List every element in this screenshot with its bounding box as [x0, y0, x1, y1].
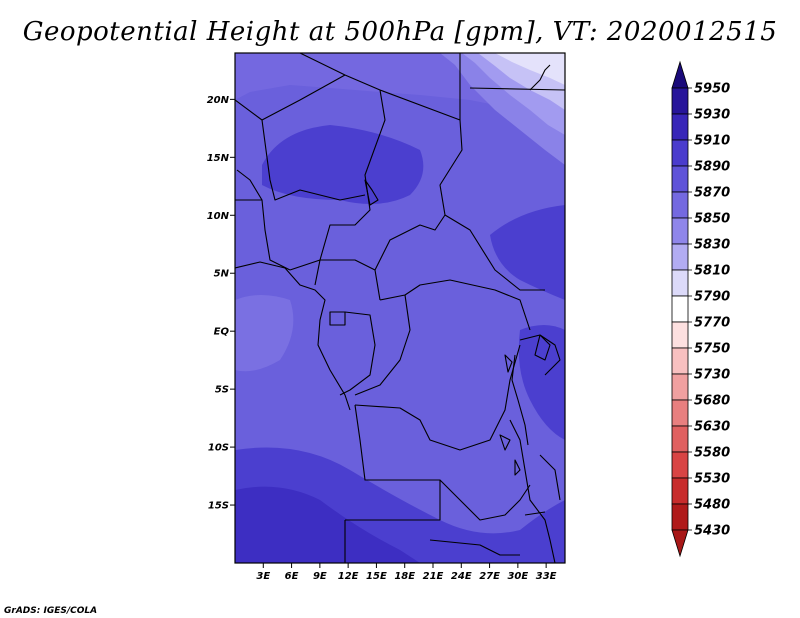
field-contour-5790 [495, 53, 565, 85]
colorbar-label: 5530 [694, 472, 730, 487]
map-panel [235, 53, 565, 563]
colorbar-label: 5790 [694, 290, 730, 305]
colorbar-label: 5930 [694, 108, 730, 123]
colorbar-label: 5750 [694, 342, 730, 357]
map-frame [234, 52, 566, 564]
field-contour-5910-south [235, 486, 420, 563]
colorbar-swatch [671, 347, 689, 375]
lat-tick-label: 15N [207, 153, 230, 164]
colorbar-swatch [671, 217, 689, 245]
field-contour-5870-gulf [235, 295, 294, 372]
colorbar-swatch [671, 269, 689, 297]
colorbar-label: 5680 [694, 394, 730, 409]
colorbar-label: 5870 [694, 186, 730, 201]
colorbar-label: 5810 [694, 264, 730, 279]
colorbar-swatch [671, 373, 689, 401]
field-contour-5890-lakes [518, 325, 565, 440]
country-borders [235, 53, 565, 563]
colorbar-label: 5910 [694, 134, 730, 149]
colorbar-swatch [671, 191, 689, 219]
colorbar-swatch [671, 165, 689, 193]
colorbar-swatch [671, 399, 689, 427]
colorbar-label: 5890 [694, 160, 730, 175]
colorbar-bottom-arrow [671, 529, 689, 558]
lon-tick-label: 9E [313, 571, 327, 582]
lat-tick-label: 10N [207, 211, 230, 222]
colorbar-label: 5830 [694, 238, 730, 253]
colorbar-swatch [671, 113, 689, 141]
colorbar-label: 5430 [694, 524, 730, 539]
lat-axis: 20N 15N 10N 5N EQ 5S 10S 15S [207, 95, 235, 512]
lat-tick-label: 10S [208, 443, 229, 454]
colorbar: 5950 5930 5910 5890 5870 5850 5830 5810 5790 5770… [671, 60, 730, 558]
grads-credit: GrADS: IGES/COLA [4, 606, 97, 616]
colorbar-swatch [671, 87, 689, 115]
lon-tick-label: 3E [256, 571, 270, 582]
lat-tick-label: 15S [208, 501, 229, 512]
colorbar-label: 5580 [694, 446, 730, 461]
colorbar-swatch [671, 321, 689, 349]
colorbar-label: 5770 [694, 316, 730, 331]
lat-tick-label: 5N [214, 269, 230, 280]
colorbar-swatch [671, 477, 689, 505]
lon-tick-label: 15E [366, 571, 387, 582]
lat-tick-label: EQ [214, 327, 230, 338]
lon-tick-label: 30E [507, 571, 528, 582]
colorbar-top-arrow [671, 60, 689, 89]
colorbar-swatch [671, 425, 689, 453]
map-title: Geopotential Height at 500hPa [gpm], VT:… [23, 17, 778, 47]
lon-tick-label: 27E [479, 571, 500, 582]
colorbar-label: 5950 [694, 82, 730, 97]
colorbar-label: 5630 [694, 420, 730, 435]
lon-axis: 3E 6E 9E 12E 15E 18E 21E 24E 27E 30E 33E [256, 563, 557, 582]
colorbar-swatch [671, 451, 689, 479]
lon-tick-label: 12E [338, 571, 359, 582]
colorbar-swatch [671, 503, 689, 531]
colorbar-swatch [671, 295, 689, 323]
field-contour-5890-sahel [262, 125, 424, 204]
field-contour-5890-east [490, 205, 565, 300]
colorbar-label: 5730 [694, 368, 730, 383]
lon-tick-label: 18E [394, 571, 415, 582]
colorbar-label: 5850 [694, 212, 730, 227]
coastlines [235, 64, 551, 516]
lon-tick-label: 6E [285, 571, 299, 582]
colorbar-label: 5480 [694, 498, 730, 513]
lon-tick-label: 33E [536, 571, 557, 582]
colorbar-swatch [671, 139, 689, 167]
lon-tick-label: 24E [451, 571, 472, 582]
lon-tick-label: 21E [423, 571, 444, 582]
colorbar-swatch [671, 243, 689, 271]
lat-tick-label: 20N [207, 95, 230, 106]
lat-tick-label: 5S [215, 385, 229, 396]
